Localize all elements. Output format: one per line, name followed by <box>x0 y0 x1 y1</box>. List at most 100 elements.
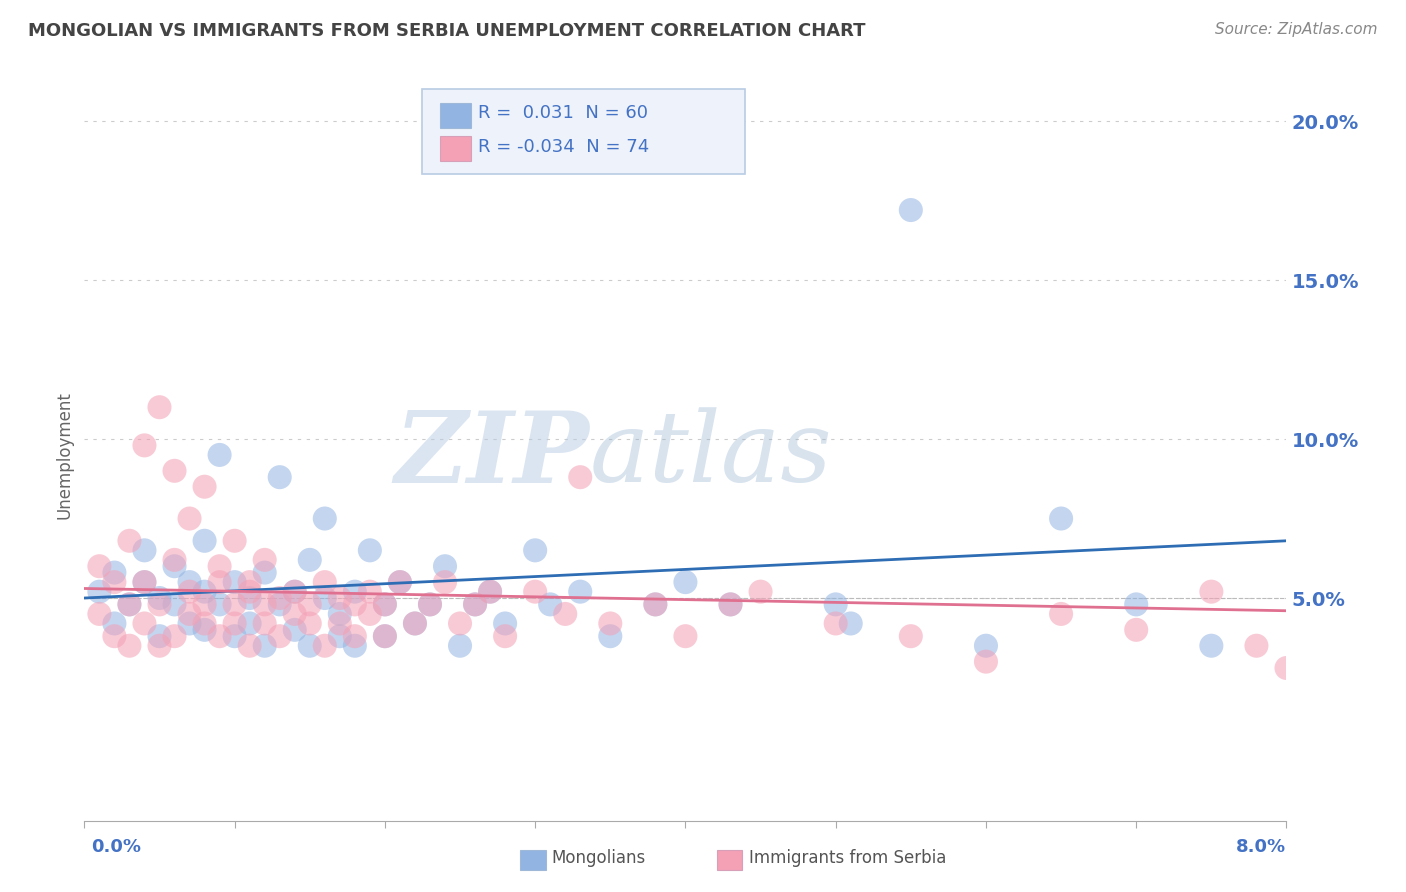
Point <box>103 629 125 643</box>
Point <box>343 639 366 653</box>
Point <box>404 616 426 631</box>
Point <box>208 448 231 462</box>
Point <box>1125 598 1147 612</box>
Point <box>179 584 201 599</box>
Point <box>118 639 141 653</box>
Point <box>89 607 111 621</box>
Point <box>314 575 336 590</box>
Point <box>134 438 156 452</box>
Point <box>134 543 156 558</box>
Point <box>269 598 291 612</box>
Point <box>224 616 246 631</box>
Point <box>329 591 352 605</box>
Point <box>163 598 186 612</box>
Point <box>974 639 997 653</box>
Text: R =  0.031  N = 60: R = 0.031 N = 60 <box>478 104 648 122</box>
Point <box>208 629 231 643</box>
Point <box>720 598 742 612</box>
Text: R = -0.034  N = 74: R = -0.034 N = 74 <box>478 138 650 156</box>
Point <box>449 616 471 631</box>
Point <box>464 598 486 612</box>
Point <box>253 616 276 631</box>
Point <box>329 616 352 631</box>
Point <box>538 598 561 612</box>
Point <box>900 629 922 643</box>
Point <box>329 607 352 621</box>
Point <box>1050 511 1073 525</box>
Point <box>284 584 307 599</box>
Point <box>134 616 156 631</box>
Point <box>148 639 170 653</box>
Point <box>374 629 396 643</box>
Point <box>599 616 621 631</box>
Point <box>388 575 411 590</box>
Point <box>434 559 457 574</box>
Point <box>900 202 922 217</box>
Point <box>359 607 381 621</box>
Point <box>194 616 217 631</box>
Point <box>479 584 502 599</box>
Point <box>239 591 262 605</box>
Point <box>675 629 697 643</box>
Point <box>239 616 262 631</box>
Point <box>374 598 396 612</box>
Point <box>419 598 441 612</box>
Point <box>494 616 516 631</box>
Point <box>269 470 291 484</box>
Point <box>388 575 411 590</box>
Point <box>314 511 336 525</box>
Point <box>569 470 592 484</box>
Point <box>148 629 170 643</box>
Point <box>524 584 547 599</box>
Point <box>329 629 352 643</box>
Point <box>208 559 231 574</box>
Point <box>1246 639 1268 653</box>
Point <box>298 639 321 653</box>
Point <box>284 584 307 599</box>
Point <box>163 559 186 574</box>
Point <box>824 616 846 631</box>
Point <box>419 598 441 612</box>
Point <box>163 553 186 567</box>
Point <box>148 401 170 415</box>
Point <box>224 575 246 590</box>
Point <box>224 598 246 612</box>
Point <box>148 598 170 612</box>
Text: Mongolians: Mongolians <box>551 849 645 867</box>
Point <box>434 575 457 590</box>
Text: 0.0%: 0.0% <box>91 838 142 855</box>
Point <box>675 575 697 590</box>
Point <box>1125 623 1147 637</box>
Point <box>194 598 217 612</box>
Y-axis label: Unemployment: Unemployment <box>55 391 73 519</box>
Point <box>644 598 666 612</box>
Point <box>134 575 156 590</box>
Point <box>179 607 201 621</box>
Point <box>239 639 262 653</box>
Text: atlas: atlas <box>589 408 832 502</box>
Point <box>479 584 502 599</box>
Point <box>284 623 307 637</box>
Point <box>1050 607 1073 621</box>
Point <box>1201 639 1223 653</box>
Point <box>224 533 246 548</box>
Point <box>824 598 846 612</box>
Point <box>644 598 666 612</box>
Point <box>298 598 321 612</box>
Point <box>179 616 201 631</box>
Point <box>118 598 141 612</box>
Point <box>343 629 366 643</box>
Point <box>298 553 321 567</box>
Point <box>449 639 471 653</box>
Point <box>269 591 291 605</box>
Point <box>1201 584 1223 599</box>
Text: Immigrants from Serbia: Immigrants from Serbia <box>749 849 946 867</box>
Point <box>253 566 276 580</box>
Text: Source: ZipAtlas.com: Source: ZipAtlas.com <box>1215 22 1378 37</box>
Point <box>374 629 396 643</box>
Point <box>179 575 201 590</box>
Point <box>118 598 141 612</box>
Point <box>524 543 547 558</box>
Point <box>314 639 336 653</box>
Point <box>554 607 576 621</box>
